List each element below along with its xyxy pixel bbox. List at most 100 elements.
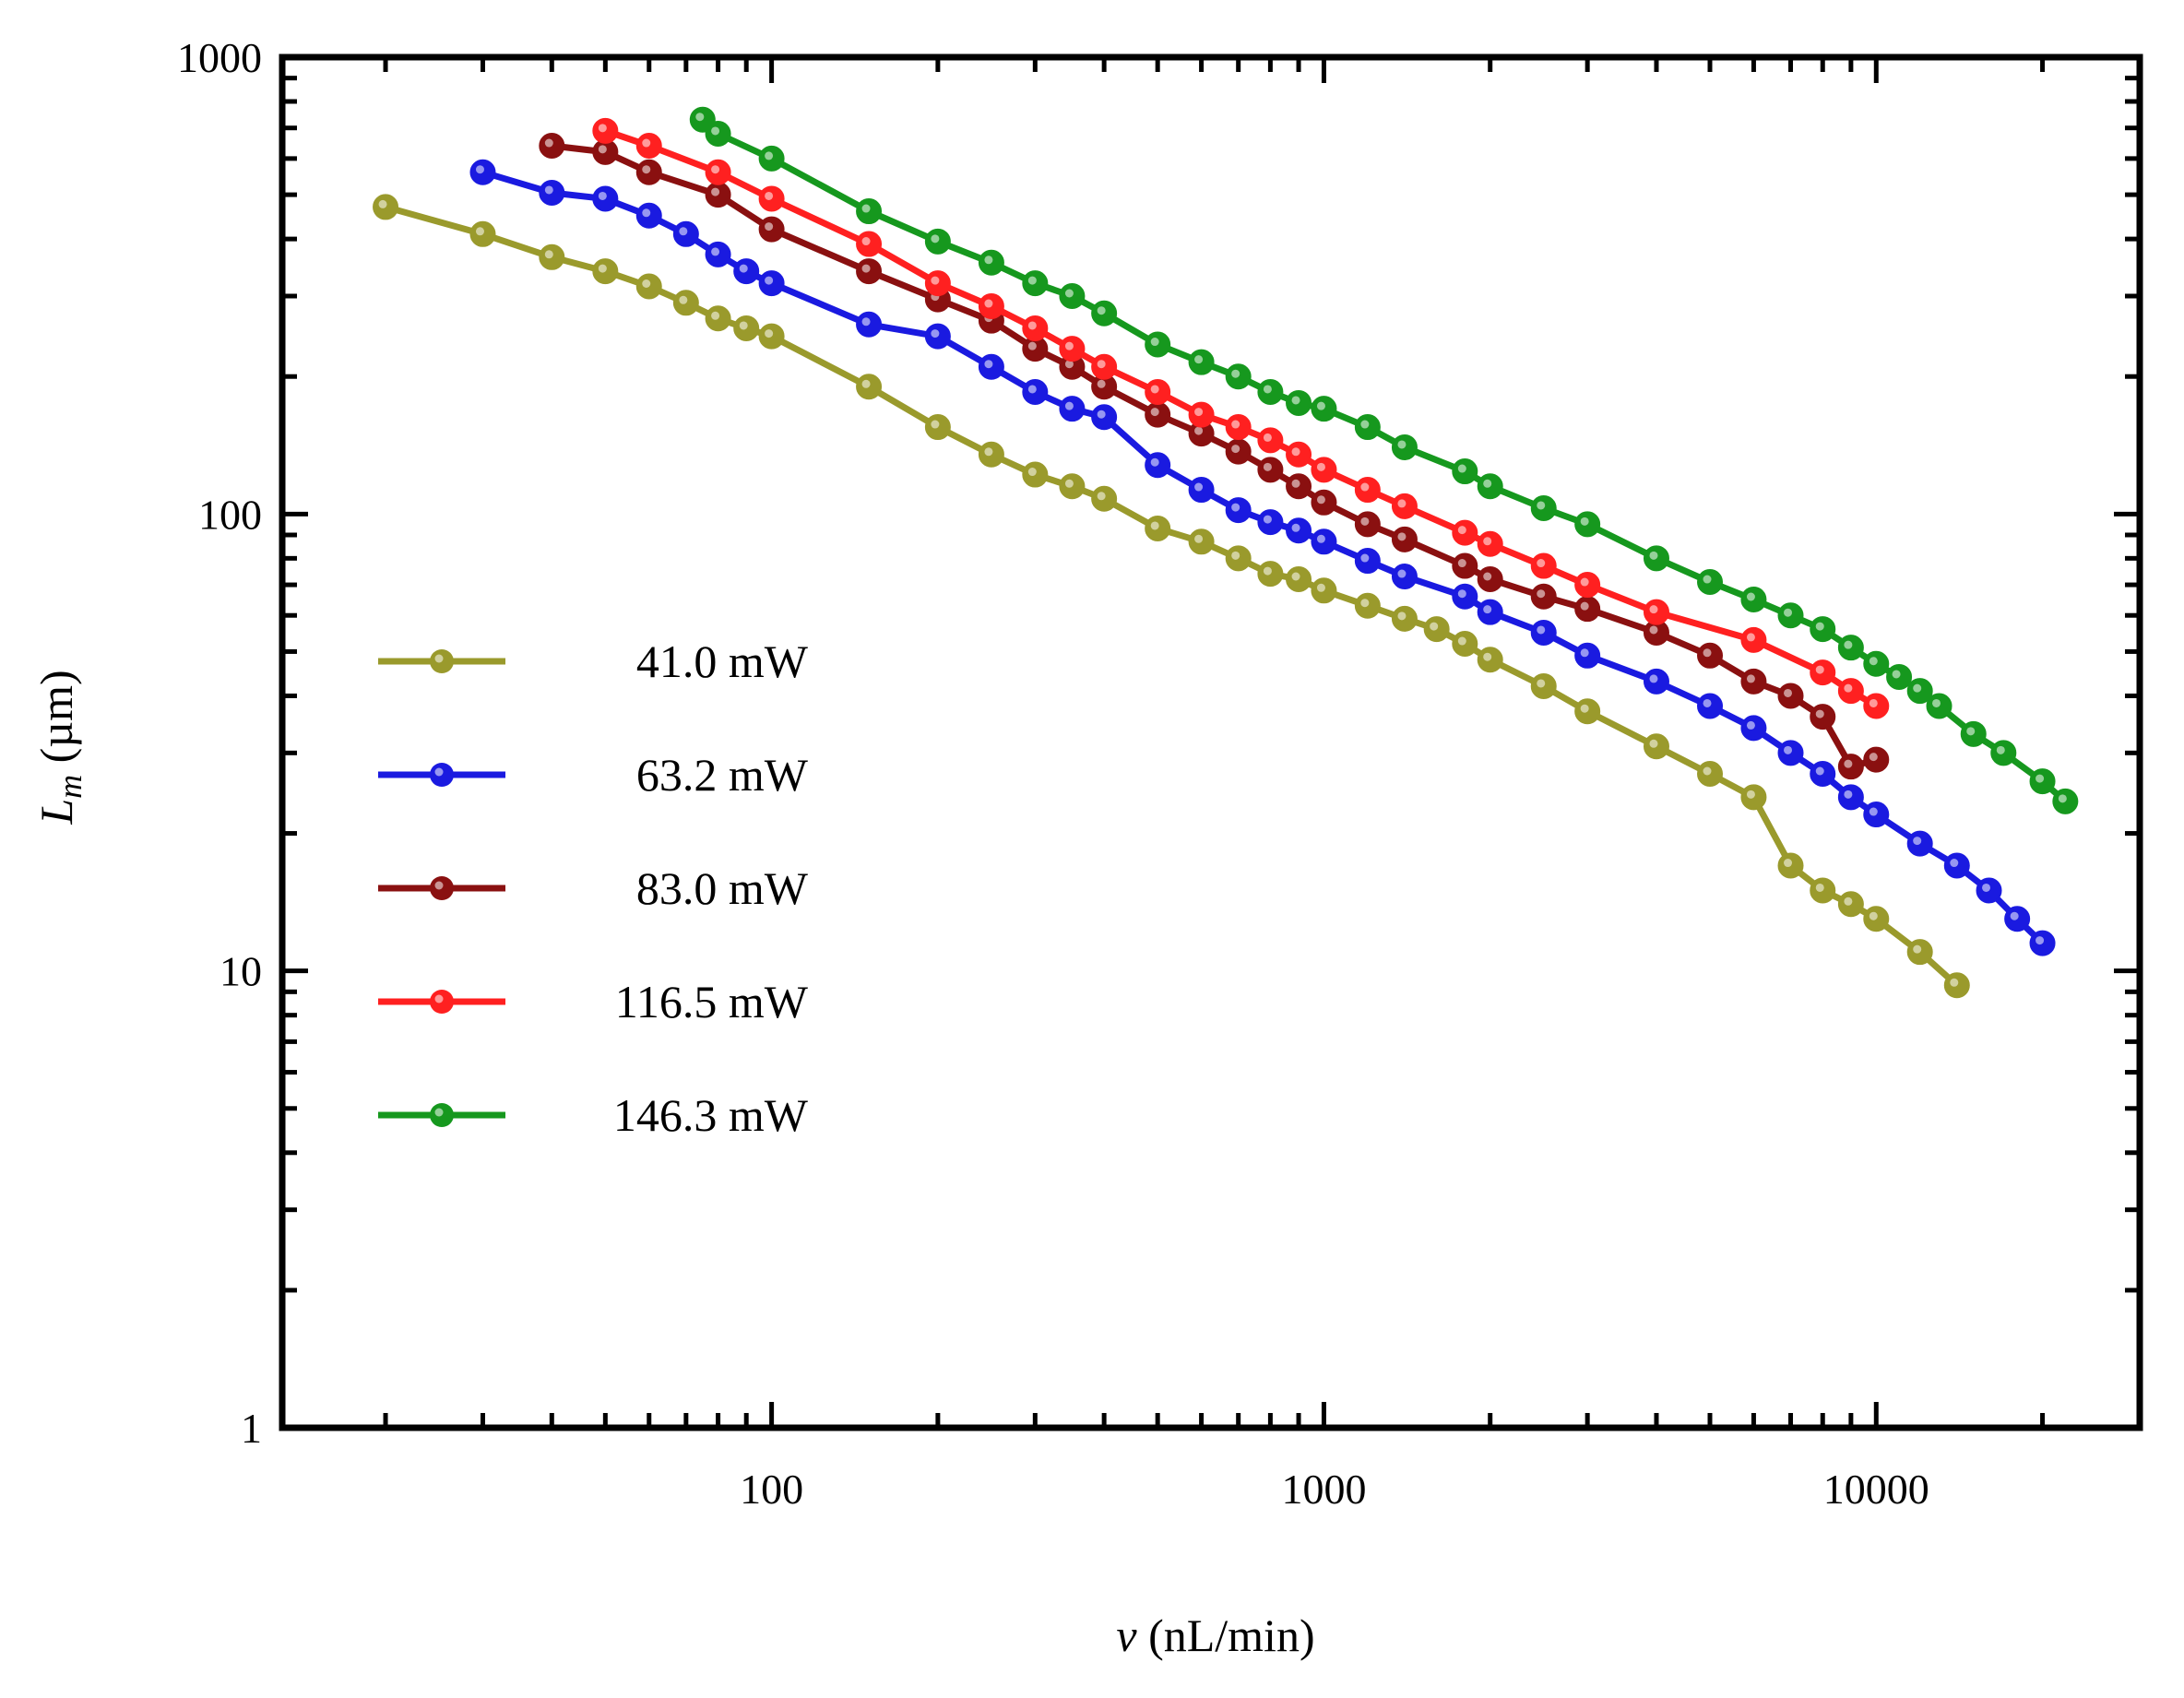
legend-label: 83.0 mW — [636, 862, 809, 914]
data-point-highlight — [1457, 559, 1466, 568]
data-point-highlight — [2058, 794, 2067, 803]
data-point-highlight — [1815, 622, 1824, 631]
tick-labels: 100 1000 10000 1 10 100 1000 — [177, 34, 1929, 1513]
data-point-highlight — [1483, 652, 1492, 661]
data-point-highlight — [1263, 433, 1272, 442]
plot-series — [373, 106, 2079, 999]
data-point-highlight — [1703, 766, 1712, 776]
data-point-highlight — [598, 191, 607, 200]
data-point-highlight — [1746, 633, 1755, 642]
data-point-highlight — [1869, 911, 1878, 920]
data-point-highlight — [1150, 457, 1159, 467]
legend: 41.0 mW 63.2 mW 83.0 mW 116.5 mW 146.3 mW — [378, 635, 809, 1141]
data-point-highlight — [475, 227, 484, 236]
data-point-highlight — [1483, 605, 1492, 614]
data-point-highlight — [1064, 401, 1074, 410]
data-point-highlight — [1703, 648, 1712, 658]
data-point-highlight — [1231, 551, 1240, 560]
data-point-highlight — [1194, 534, 1204, 543]
data-point-highlight — [1194, 482, 1204, 492]
data-point-highlight — [1844, 896, 1853, 906]
data-point-highlight — [711, 247, 720, 256]
data-point-highlight — [1263, 515, 1272, 524]
data-point-highlight — [2010, 911, 2019, 920]
plot-frame — [279, 53, 2143, 1431]
x-tick-label: 1000 — [1281, 1466, 1366, 1513]
data-point-highlight — [711, 187, 720, 196]
series-146-3-mw — [689, 106, 2079, 814]
data-point-highlight — [984, 447, 993, 457]
data-point-highlight — [1746, 592, 1755, 601]
data-point-highlight — [1913, 837, 1922, 846]
data-point-highlight — [1097, 306, 1106, 315]
data-point-highlight — [1483, 479, 1492, 488]
series-41-0-mw — [373, 194, 1970, 999]
legend-item: 83.0 mW — [378, 862, 809, 914]
data-point-highlight — [1483, 537, 1492, 546]
data-point-highlight — [1360, 553, 1370, 563]
data-point-highlight — [1457, 636, 1466, 646]
data-point-highlight — [1932, 698, 1941, 707]
data-point-highlight — [1316, 401, 1325, 410]
data-point-highlight — [931, 276, 940, 285]
data-point-highlight — [1537, 501, 1546, 510]
data-point-highlight — [1457, 589, 1466, 599]
data-point-highlight — [1027, 321, 1037, 330]
data-point-highlight — [1397, 440, 1407, 449]
data-point-highlight — [1913, 683, 1922, 693]
data-point-highlight — [1397, 499, 1407, 508]
data-point-highlight — [1649, 605, 1658, 614]
data-point-highlight — [1316, 495, 1325, 505]
x-tick-label: 10000 — [1823, 1466, 1929, 1513]
data-point-highlight — [1360, 517, 1370, 526]
data-point-highlight — [711, 126, 720, 136]
y-tick-label: 1 — [241, 1405, 262, 1452]
data-point-highlight — [642, 165, 651, 174]
data-point-highlight — [1430, 622, 1439, 631]
series-63-2-mw — [469, 159, 2056, 956]
x-axis-title: v (nL/min) — [1116, 1609, 1314, 1661]
data-point-highlight — [1950, 978, 1959, 987]
data-point-highlight — [1844, 640, 1853, 649]
data-point-highlight — [1703, 575, 1712, 584]
data-point-highlight — [1649, 739, 1658, 748]
data-point-highlight — [1150, 408, 1159, 417]
data-point-highlight — [984, 255, 993, 265]
data-point-highlight — [642, 279, 651, 289]
data-point-highlight — [1869, 753, 1878, 762]
y-tick-label: 10 — [220, 948, 262, 995]
axis-ticks — [282, 57, 2142, 1431]
data-point-highlight — [1844, 790, 1853, 799]
legend-label: 41.0 mW — [636, 635, 809, 687]
data-point-highlight — [1316, 462, 1325, 471]
data-point-highlight — [711, 311, 720, 320]
legend-label: 146.3 mW — [613, 1089, 809, 1141]
data-point-highlight — [1194, 426, 1204, 435]
data-point-highlight — [1746, 674, 1755, 683]
data-point-highlight — [1892, 670, 1901, 679]
data-point-highlight — [1537, 559, 1546, 568]
data-point-highlight — [861, 379, 871, 388]
data-point-highlight — [1815, 709, 1824, 718]
y-tick-label: 100 — [198, 491, 262, 538]
data-point-highlight — [1784, 859, 1793, 868]
data-point-highlight — [1950, 859, 1959, 868]
data-point-highlight — [1194, 355, 1204, 364]
legend-item: 116.5 mW — [378, 976, 809, 1027]
data-point-highlight — [1746, 720, 1755, 730]
data-point-highlight — [711, 165, 720, 174]
data-point-highlight — [1231, 445, 1240, 454]
data-point-highlight — [1360, 482, 1370, 492]
data-point-highlight — [2036, 774, 2045, 783]
data-point-highlight — [1360, 420, 1370, 429]
data-point-highlight — [1263, 462, 1272, 471]
data-point-highlight — [1784, 688, 1793, 697]
data-point-highlight — [765, 222, 774, 232]
data-point-highlight — [1869, 657, 1878, 666]
data-point-highlight — [1291, 523, 1300, 532]
data-point-highlight — [1982, 883, 1991, 892]
data-point-highlight — [1815, 883, 1824, 892]
data-point-highlight — [1064, 479, 1074, 488]
data-point-highlight — [1844, 683, 1853, 693]
data-point-highlight — [1649, 625, 1658, 635]
